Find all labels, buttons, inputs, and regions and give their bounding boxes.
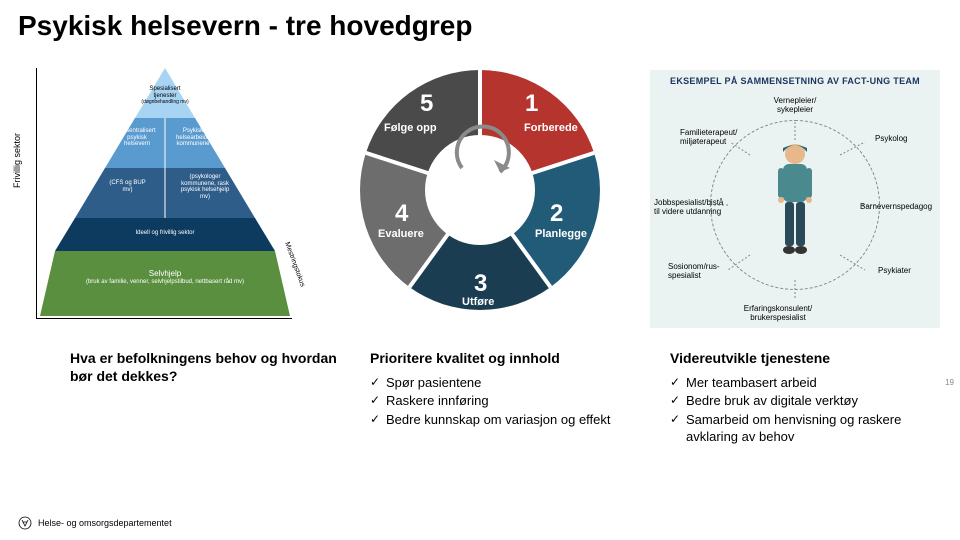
pyramid-layer-1-left: Desentralisertpsykiskhelsevern bbox=[112, 128, 162, 148]
check-item: Bedre bruk av digitale verktøy bbox=[670, 392, 940, 410]
team-role-label: Psykolog bbox=[875, 134, 907, 143]
pyramid-axis-vertical bbox=[36, 68, 37, 318]
check-item: Bedre kunnskap om variasjon og effekt bbox=[370, 411, 640, 429]
pyramid-layer-3-text: Ideell og frivillig sektor bbox=[100, 230, 230, 237]
figures-row: Frivillig sektor Spesialisert tjen bbox=[0, 60, 960, 340]
wheel-center bbox=[425, 135, 535, 245]
check-item: Spør pasientene bbox=[370, 374, 640, 392]
wheel-label-2: Planlegge bbox=[535, 228, 587, 240]
wheel-label-1: Forberede bbox=[524, 122, 578, 134]
team-role-label: Jobbspesialist/biståtil videre utdanning bbox=[654, 198, 723, 216]
wheel-figure: 1 2 3 4 5 Forberede Planlegge Utføre Eva… bbox=[320, 60, 640, 340]
wheel-label-4: Evaluere bbox=[378, 228, 424, 240]
team-role-label: Psykiater bbox=[878, 266, 911, 275]
wheel-label-3: Utføre bbox=[462, 296, 494, 308]
wheel-num-5: 5 bbox=[420, 90, 433, 118]
team-role-label: Vernepleier/sykepleier bbox=[774, 96, 817, 114]
footer-text: Helse- og omsorgsdepartementet bbox=[38, 518, 172, 528]
footer: Helse- og omsorgsdepartementet bbox=[18, 516, 172, 530]
pyramid-layer-0-text: Spesialisert tjenester (døgnbehandling m… bbox=[135, 86, 195, 106]
team-role-label: Erfaringskonsulent/brukerspesialist bbox=[744, 304, 812, 322]
wheel-num-2: 2 bbox=[550, 200, 563, 228]
pyramid-y-axis-label: Frivillig sektor bbox=[12, 133, 22, 188]
check-item: Mer teambasert arbeid bbox=[670, 374, 940, 392]
team-figure: EKSEMPEL PÅ SAMMENSETNING AV FACT-UNG TE… bbox=[640, 60, 960, 340]
column-1-heading: Hva er befolkningens behov og hvordan bø… bbox=[70, 350, 340, 385]
wheel-num-3: 3 bbox=[474, 270, 487, 298]
pyramid-axis-horizontal bbox=[36, 318, 292, 319]
pyramid-layer-1-right: Psykiskhelsearbeid ikommunene bbox=[168, 128, 218, 148]
column-3-heading: Videreutvikle tjenestene bbox=[670, 350, 940, 368]
pyramid-layer-2-left: (CFS og BUPmv) bbox=[95, 180, 160, 193]
team-role-label: Barnevernspedagog bbox=[860, 202, 932, 211]
check-item: Samarbeid om henvisning og raskere avkla… bbox=[670, 411, 940, 446]
page-title: Psykisk helsevern - tre hovedgrep bbox=[18, 10, 472, 42]
column-1: Hva er befolkningens behov og hvordan bø… bbox=[70, 350, 340, 447]
pyramid-layer-2-right: (psykologerkommunene, raskpsykisk helseh… bbox=[170, 174, 240, 200]
column-3: Videreutvikle tjenestene Mer teambasert … bbox=[670, 350, 940, 447]
pyramid-figure: Frivillig sektor Spesialisert tjen bbox=[0, 60, 320, 340]
column-3-list: Mer teambasert arbeidBedre bruk av digit… bbox=[670, 374, 940, 446]
footer-crest-icon bbox=[18, 516, 32, 530]
team-role-label: Familieterapeut/miljøterapeut bbox=[680, 128, 737, 146]
page-number: 19 bbox=[945, 378, 954, 387]
team-role-label: Sosionom/rus-spesialist bbox=[668, 262, 720, 280]
pyramid-layer-4-text: Selvhjelp (bruk av familie, venner, selv… bbox=[60, 270, 270, 285]
check-item: Raskere innføring bbox=[370, 392, 640, 410]
wheel-num-4: 4 bbox=[395, 200, 408, 228]
wheel-label-5: Følge opp bbox=[384, 122, 437, 134]
wheel-num-1: 1 bbox=[525, 90, 538, 118]
text-columns: Hva er befolkningens behov og hvordan bø… bbox=[0, 350, 960, 447]
column-2: Prioritere kvalitet og innhold Spør pasi… bbox=[370, 350, 640, 447]
column-2-heading: Prioritere kvalitet og innhold bbox=[370, 350, 640, 368]
column-2-list: Spør pasienteneRaskere innføringBedre ku… bbox=[370, 374, 640, 429]
